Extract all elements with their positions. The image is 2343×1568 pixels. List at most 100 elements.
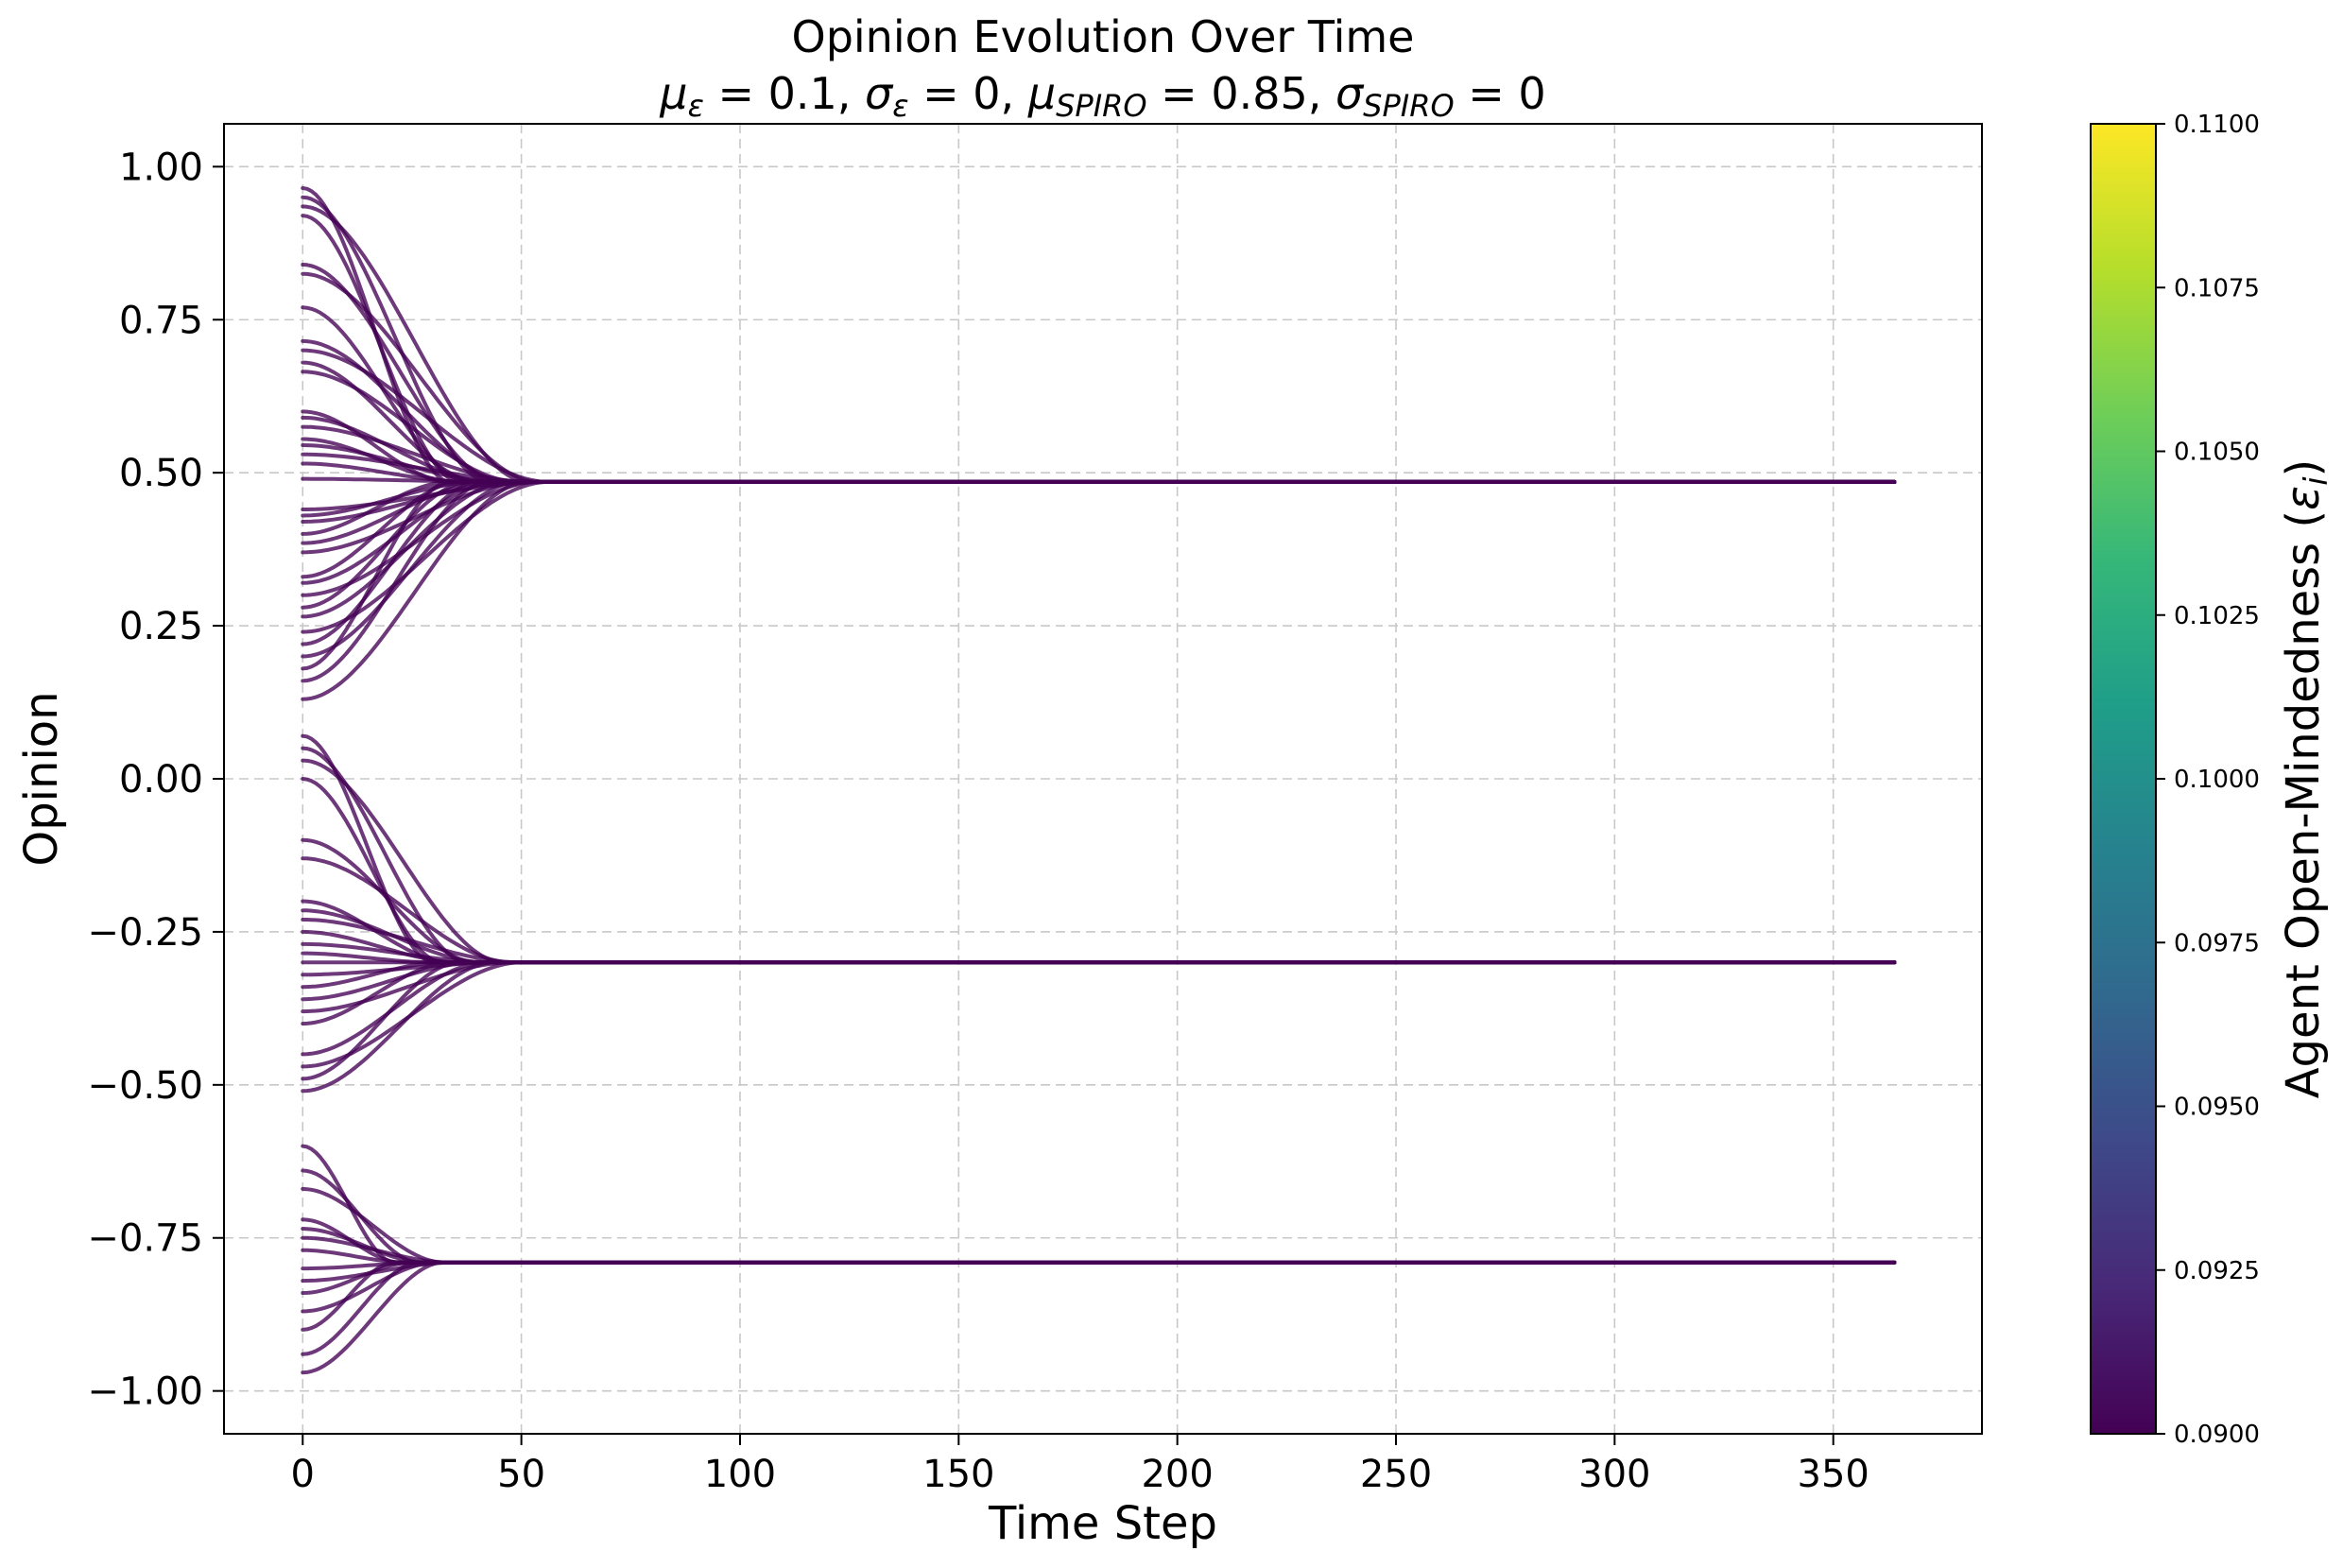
- colorbar-gradient: [2090, 123, 2157, 1435]
- agent-opinion-line: [301, 479, 1897, 683]
- y-tick-label: −0.75: [87, 1217, 203, 1261]
- colorbar-label: Agent Open-Mindedness (εi): [2277, 459, 2335, 1099]
- colorbar-label-part: Agent Open-Mindedness (: [2277, 510, 2330, 1098]
- agent-opinion-line: [301, 479, 1897, 518]
- agent-opinion-line: [301, 443, 1897, 484]
- y-tick-label: 0.50: [119, 452, 203, 495]
- agent-opinion-line: [301, 960, 1897, 990]
- agent-opinion-line: [301, 1260, 1897, 1356]
- agent-opinion-line: [301, 479, 1897, 671]
- colorbar-tick-label: 0.1075: [2174, 274, 2260, 302]
- agent-opinion-line: [301, 1260, 1897, 1314]
- x-tick-label: 150: [922, 1453, 994, 1496]
- agent-opinion-line: [301, 856, 1897, 965]
- colorbar-ticks: 0.0900 0.0925 0.0950 0.0975 0.1000 0.1025 0.10…: [2156, 111, 2260, 1449]
- agent-opinion-line: [301, 1168, 1897, 1265]
- subtitle-part: ε: [892, 88, 908, 124]
- agent-opinion-line: [301, 348, 1897, 484]
- agent-opinion-line: [301, 929, 1897, 965]
- agent-opinion-line: [301, 479, 1897, 619]
- colorbar-label-part: ε: [2277, 486, 2330, 510]
- agent-opinion-line: [301, 960, 1897, 1094]
- agent-opinion-line: [301, 918, 1897, 965]
- chart-subtitle: με = 0.1, σε = 0, μSPIRO = 0.85, σSPIRO …: [659, 68, 1545, 124]
- agent-opinion-line: [301, 1144, 1897, 1265]
- agent-opinion-line: [301, 204, 1897, 484]
- y-tick-label: 0.25: [119, 605, 203, 648]
- agent-opinion-line: [301, 777, 1897, 965]
- agent-opinion-line: [301, 941, 1897, 965]
- y-tick-label: 0.75: [119, 299, 203, 342]
- agent-opinion-line: [301, 479, 1897, 701]
- colorbar-tick-label: 0.0975: [2174, 929, 2260, 957]
- agent-opinion-line: [301, 437, 1897, 484]
- agent-opinion-line: [301, 1186, 1897, 1265]
- subtitle-part: = 0.1,: [704, 68, 865, 119]
- agent-opinion-line: [301, 479, 1897, 610]
- colorbar-tick-label: 0.0925: [2174, 1257, 2260, 1285]
- agent-opinion-line: [301, 461, 1897, 484]
- y-axis-ticks: 1.00 0.75 0.50 0.25 0.00 −0.25 −0.50 −0.75 −1.00: [87, 146, 224, 1414]
- agent-opinion-line: [301, 908, 1897, 965]
- colorbar-tick-label: 0.1100: [2174, 111, 2260, 139]
- agent-opinion-line: [301, 479, 1897, 555]
- agent-opinion-line: [301, 733, 1897, 965]
- x-axis-label: Time Step: [988, 1497, 1217, 1550]
- agent-opinion-line: [301, 479, 1897, 524]
- colorbar-label-part: ): [2277, 459, 2330, 477]
- agent-opinion-line: [301, 370, 1897, 484]
- colorbar: 0.0900 0.0925 0.0950 0.0975 0.1000 0.1025 0.10…: [2090, 111, 2335, 1449]
- x-tick-label: 50: [497, 1453, 545, 1496]
- agent-opinion-line: [301, 479, 1897, 545]
- agent-opinion-line: [301, 479, 1897, 597]
- colorbar-tick-label: 0.0900: [2174, 1421, 2260, 1449]
- agent-opinion-line: [301, 271, 1897, 484]
- agent-opinion-line: [301, 409, 1897, 484]
- agent-opinion-line: [301, 479, 1897, 585]
- agent-opinion-line: [301, 479, 1897, 659]
- y-tick-label: −0.25: [87, 911, 203, 955]
- agent-opinion-line: [301, 960, 1897, 1081]
- agent-opinion-line: [301, 1217, 1897, 1265]
- colorbar-tick-label: 0.1025: [2174, 602, 2260, 630]
- subtitle-part: = 0.85,: [1147, 68, 1335, 119]
- agent-opinion-line: [301, 479, 1897, 579]
- subtitle-part: = 0,: [909, 68, 1028, 119]
- agent-opinion-line: [301, 899, 1897, 965]
- agent-opinion-line: [301, 837, 1897, 965]
- x-tick-label: 300: [1578, 1453, 1650, 1496]
- agent-opinion-line: [301, 1260, 1897, 1284]
- x-tick-label: 200: [1141, 1453, 1213, 1496]
- agent-opinion-line: [301, 960, 1897, 1002]
- agent-opinion-line: [301, 1260, 1897, 1295]
- agent-opinion-line: [301, 1260, 1897, 1332]
- subtitle-part: σ: [865, 68, 894, 119]
- agent-opinion-line: [301, 746, 1897, 965]
- grid-lines: [224, 124, 1982, 1434]
- x-tick-label: 100: [704, 1453, 776, 1496]
- y-tick-label: −0.50: [87, 1064, 203, 1108]
- subtitle-part: = 0: [1455, 68, 1546, 119]
- colorbar-tick-label: 0.1000: [2174, 766, 2260, 794]
- agent-opinion-line: [301, 305, 1897, 484]
- subtitle-part: SPIRO: [1363, 88, 1454, 124]
- x-tick-label: 350: [1798, 1453, 1869, 1496]
- y-tick-label: 0.00: [119, 758, 203, 801]
- agent-opinion-line: [301, 1260, 1897, 1375]
- agent-opinion-line: [301, 960, 1897, 1026]
- agent-opinion-line: [301, 1235, 1897, 1265]
- agent-opinion-line: [301, 960, 1897, 1014]
- series-lines: [301, 186, 1897, 1375]
- x-tick-label: 250: [1360, 1453, 1432, 1496]
- agent-opinion-line: [301, 214, 1897, 484]
- x-axis-ticks: 0 50 100 150 200 250 300 350: [291, 1434, 1869, 1496]
- y-axis-label: Opinion: [15, 691, 68, 866]
- agent-opinion-line: [301, 960, 1897, 1069]
- agent-opinion-line: [301, 479, 1897, 634]
- subtitle-part: ε: [688, 88, 704, 124]
- subtitle-part: σ: [1335, 68, 1365, 119]
- agent-opinion-line: [301, 479, 1897, 511]
- agent-opinion-line: [301, 195, 1897, 484]
- subtitle-part: μ: [1027, 68, 1056, 119]
